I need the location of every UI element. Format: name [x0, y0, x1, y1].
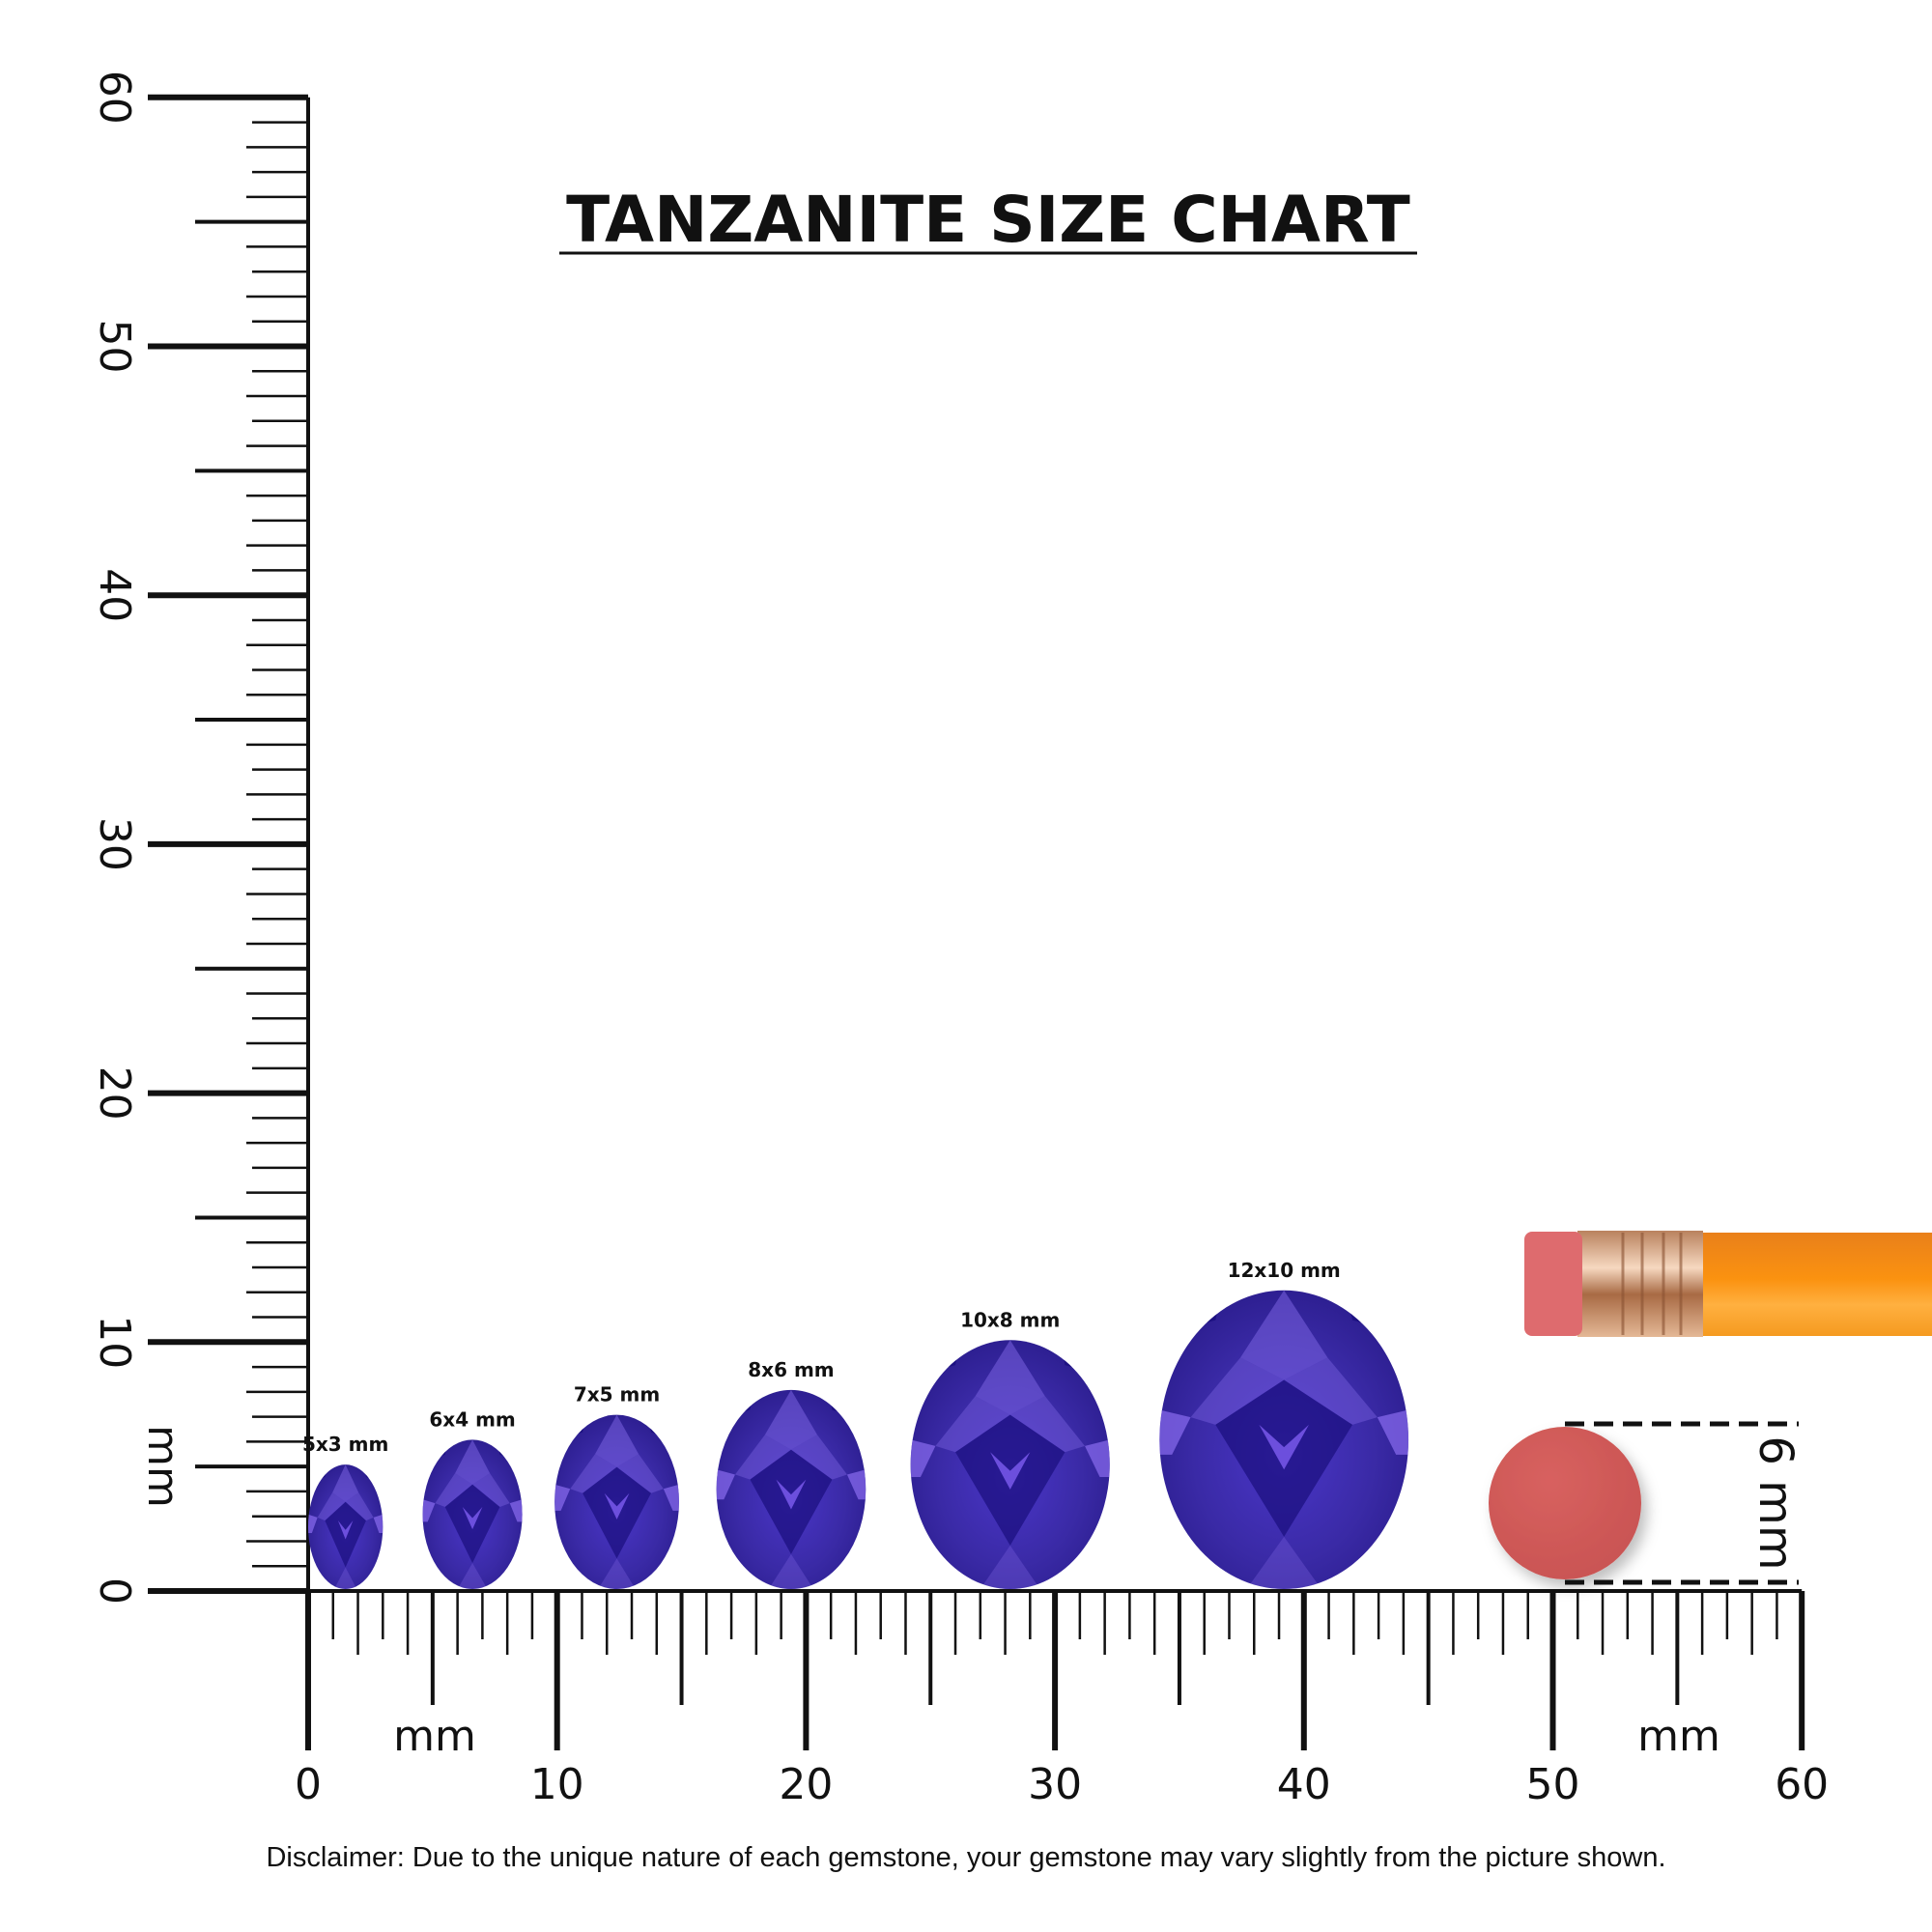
disclaimer: Disclaimer: Due to the unique nature of … [266, 1842, 1665, 1873]
horizontal-tick-label: 60 [1775, 1760, 1829, 1809]
vertical-ruler: 0 10 20 30 40 50 60 [90, 71, 310, 1605]
vertical-tick-label: 60 [90, 71, 139, 125]
gem-size-label: 10x8 mm [960, 1308, 1060, 1331]
pencil-eraser [1524, 1232, 1582, 1336]
pencil-ferrule [1577, 1231, 1703, 1337]
horizontal-tick-label: 20 [779, 1760, 833, 1809]
horizontal-tick-label: 0 [295, 1760, 322, 1809]
gem-row: 5x3 mm 6x4 mm 7x5 mm 8x6 mm 10x8 mm 12x10 mm [302, 1259, 1409, 1590]
eraser-reference-circle [1489, 1427, 1641, 1579]
gem-size-label: 6x4 mm [429, 1407, 515, 1431]
horizontal-tick-label: 50 [1526, 1760, 1580, 1809]
horizontal-tick-label: 40 [1277, 1760, 1331, 1809]
vertical-unit-label: mm [138, 1425, 187, 1508]
horizontal-unit-label-left: mm [393, 1712, 476, 1761]
pencil-body [1698, 1233, 1932, 1336]
vertical-tick-label: 0 [90, 1577, 139, 1605]
pencil-image [1524, 1231, 1932, 1337]
gem-2: 7x5 mm [554, 1383, 679, 1590]
horizontal-tick-label: 30 [1028, 1760, 1082, 1809]
gem-facets [716, 1389, 867, 1589]
horizontal-unit-label-right: mm [1637, 1712, 1720, 1761]
chart-title: TANZANITE SIZE CHART [566, 183, 1410, 257]
gem-size-label: 7x5 mm [574, 1383, 660, 1406]
vertical-tick-label: 20 [90, 1066, 139, 1121]
vertical-tick-label: 10 [90, 1315, 139, 1369]
gem-facets [910, 1340, 1110, 1589]
horizontal-ruler: 0 10 20 30 40 50 60 [295, 1589, 1829, 1809]
gem-4: 10x8 mm [910, 1308, 1110, 1589]
vertical-tick-label: 50 [90, 320, 139, 374]
gem-size-label: 12x10 mm [1228, 1259, 1341, 1282]
vertical-tick-label: 30 [90, 817, 139, 871]
gem-1: 6x4 mm [422, 1407, 523, 1589]
gem-5: 12x10 mm [1159, 1259, 1409, 1589]
vertical-tick-label: 40 [90, 568, 139, 622]
eraser-size-label: 6 mm [1748, 1435, 1803, 1570]
gem-0: 5x3 mm [302, 1433, 388, 1589]
horizontal-tick-label: 10 [530, 1760, 584, 1809]
gem-size-label: 5x3 mm [302, 1433, 388, 1456]
gem-size-label: 8x6 mm [748, 1358, 834, 1381]
gem-3: 8x6 mm [716, 1358, 867, 1590]
